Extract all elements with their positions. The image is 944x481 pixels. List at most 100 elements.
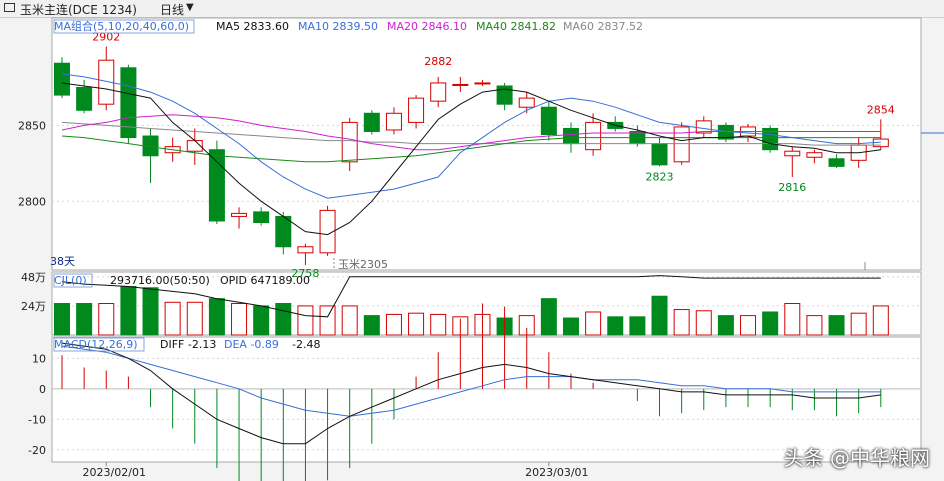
- candle-body: [651, 143, 668, 166]
- macd-tick-label: 10: [32, 352, 46, 365]
- candle-body: [297, 246, 314, 254]
- low-label-1: 2758: [291, 267, 319, 280]
- ma10-line: [61, 73, 881, 199]
- candle: [430, 76, 447, 108]
- candle: [784, 146, 801, 177]
- volume-bar: [54, 303, 70, 336]
- candle-body: [253, 211, 270, 223]
- open-interest-line: [61, 275, 881, 318]
- volume-bar: [297, 305, 314, 336]
- contract-label: 玉米2305: [338, 258, 388, 271]
- diff-legend: DIFF -2.13: [160, 338, 216, 351]
- price-tick-label: 2850: [18, 119, 46, 132]
- x-tick-label: 2023/02/01: [83, 466, 146, 479]
- candle: [762, 125, 779, 153]
- ma10-legend: MA10 2839.50: [298, 20, 378, 33]
- volume-bar: [385, 313, 402, 336]
- volume-bar: [120, 286, 137, 336]
- candle-body: [54, 62, 70, 96]
- price-panel: 2902 2882 2854 2758 2823 2816 38天 玉米2305: [50, 31, 895, 280]
- candle: [319, 205, 336, 256]
- price-tick-label: 2800: [18, 195, 46, 208]
- chevron-down-icon[interactable]: ▼: [186, 2, 194, 13]
- macd-tick-label: 0: [39, 383, 46, 396]
- volume-bar: [607, 316, 624, 336]
- opid-legend: OPID 647189.00: [220, 274, 310, 287]
- ma-group-box: [53, 19, 195, 34]
- volume-bar: [319, 305, 336, 336]
- period-selector[interactable]: 日线: [160, 3, 185, 17]
- candle-body: [452, 83, 469, 86]
- candle-body: [474, 82, 491, 85]
- candle: [806, 149, 823, 164]
- candle-body: [806, 152, 823, 158]
- candle: [585, 113, 602, 156]
- high-label-3: 2854: [867, 103, 895, 116]
- candle: [341, 117, 358, 171]
- candle: [120, 64, 137, 144]
- candle-body: [496, 85, 513, 105]
- candle-body: [275, 215, 292, 248]
- macd-tick-label: -20: [28, 444, 46, 457]
- candle: [452, 76, 469, 93]
- macd-box: [53, 337, 145, 352]
- ma60-line: [61, 121, 881, 146]
- days-label: 38天: [50, 255, 75, 268]
- candle-body: [828, 158, 845, 167]
- macd-frame: [51, 336, 922, 463]
- volume-bar: [363, 315, 380, 336]
- candle: [54, 57, 70, 99]
- watermark: 头条 @中华粮网: [783, 446, 930, 470]
- volume-bar: [629, 316, 646, 336]
- volume-bar: [76, 303, 93, 336]
- candle-body: [363, 112, 380, 132]
- candle-body: [585, 121, 602, 151]
- volume-bar: [208, 298, 225, 336]
- macd-legend: MACD(12,26,9): [54, 338, 138, 351]
- volume-bar: [740, 315, 757, 336]
- candle-body: [208, 149, 225, 222]
- candle-body: [231, 212, 248, 217]
- candle: [231, 207, 248, 229]
- ma5-legend: MA5 2833.60: [216, 20, 289, 33]
- volume-bar: [231, 303, 248, 336]
- candle-body: [98, 59, 115, 105]
- candle: [142, 128, 159, 184]
- volume-bar: [275, 303, 292, 336]
- volume-tick-label: 24万: [21, 300, 46, 313]
- candle: [385, 107, 402, 135]
- candle: [474, 79, 491, 86]
- candle-body: [430, 82, 447, 102]
- ma-group-legend: MA组合(5,10,20,40,60,0): [54, 19, 189, 33]
- macd-tick-label: -10: [28, 413, 46, 426]
- ma40-legend: MA40 2841.82: [476, 20, 556, 33]
- instrument-name[interactable]: 玉米主连(DCE 1234): [20, 3, 137, 17]
- dea-line: [61, 345, 881, 417]
- ma5-line: [61, 82, 881, 236]
- volume-bar: [142, 287, 159, 336]
- candle-body: [408, 97, 425, 123]
- candle-body: [673, 126, 690, 163]
- candle: [695, 116, 712, 138]
- candle: [297, 243, 314, 265]
- ma40-line: [61, 135, 881, 163]
- volume-panel: [54, 275, 889, 336]
- candle: [253, 207, 270, 226]
- volume-bar: [828, 315, 845, 336]
- ma20-legend: MA20 2846.10: [387, 20, 467, 33]
- candle: [540, 101, 557, 141]
- volume-bar: [253, 305, 270, 336]
- cjl-box: [53, 273, 93, 288]
- volume-bar: [562, 317, 579, 336]
- volume-bar: [850, 312, 867, 336]
- x-tick-label: 2023/03/01: [525, 466, 588, 479]
- ma60-legend: MA60 2837.52: [563, 20, 643, 33]
- candle: [828, 154, 845, 168]
- candle-body: [518, 97, 535, 108]
- volume-bar: [585, 311, 602, 336]
- candle-body: [540, 106, 557, 136]
- window-icon: [4, 3, 15, 12]
- candle: [651, 137, 668, 167]
- diff-line: [61, 342, 881, 445]
